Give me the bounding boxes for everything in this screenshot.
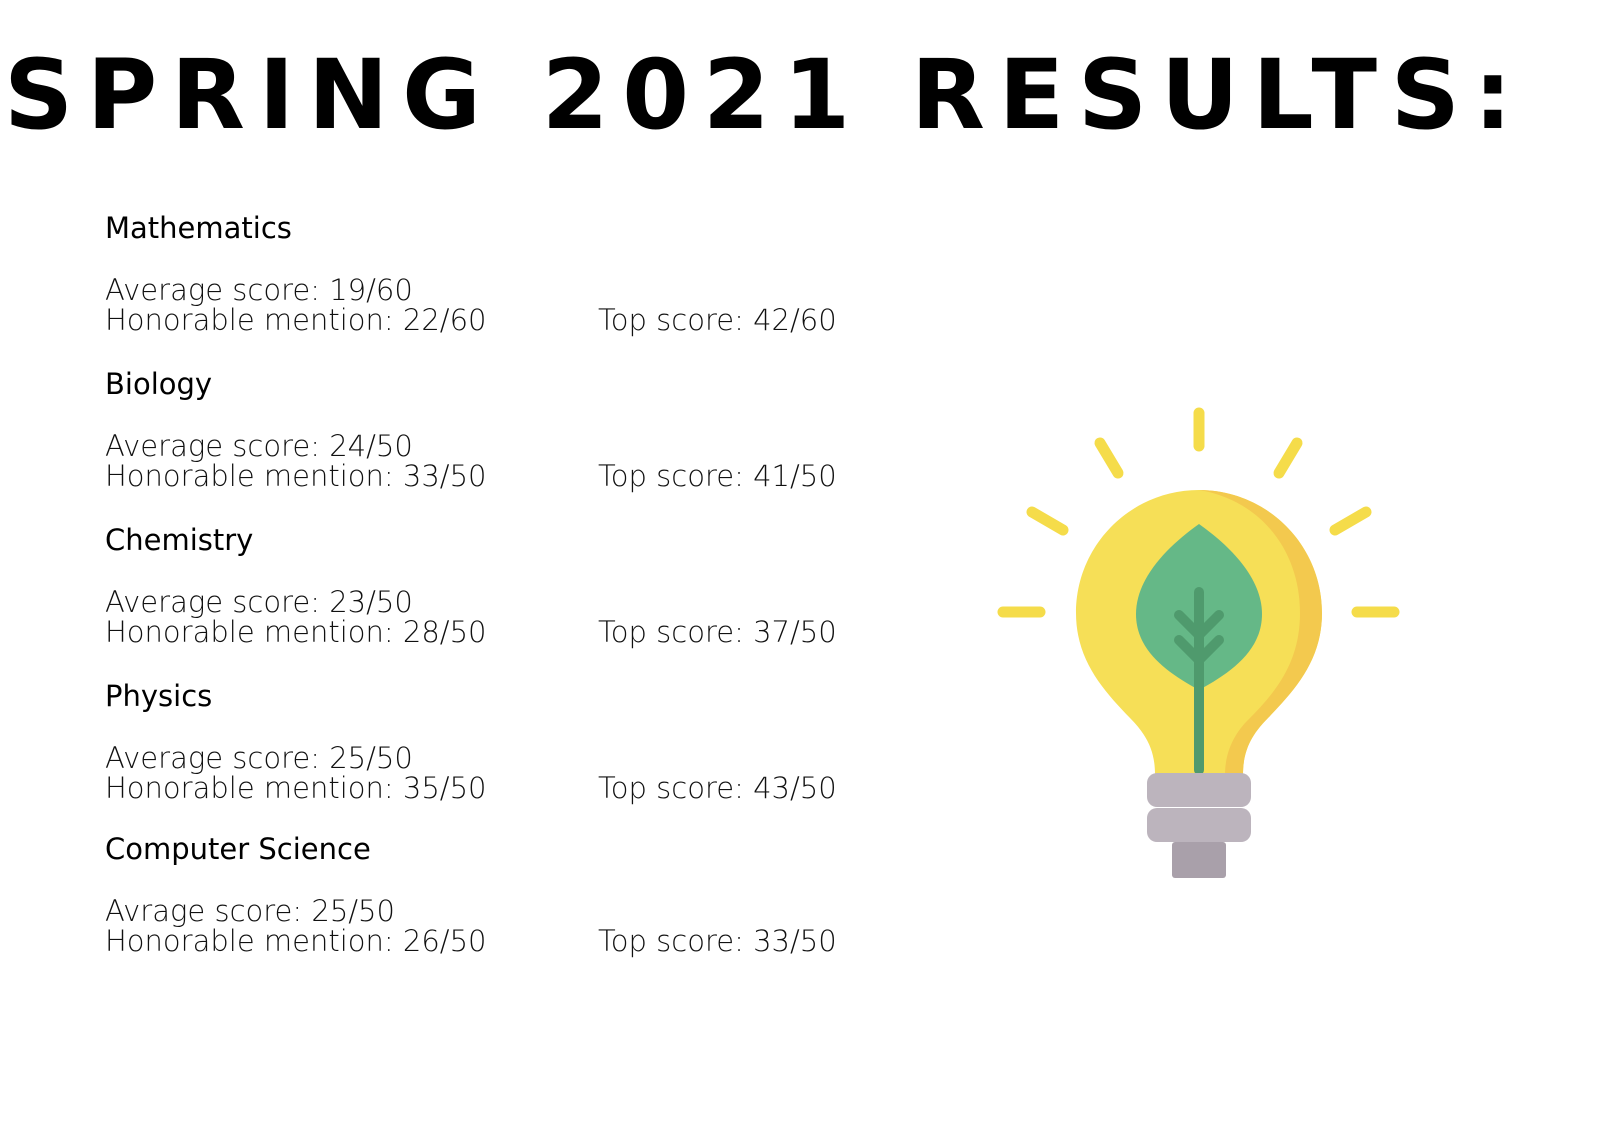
- honorable-mention: Honorable mention: 35/50: [105, 771, 486, 805]
- top-score: Top score: 43/50: [598, 771, 837, 805]
- honorable-mention: Honorable mention: 28/50: [105, 615, 486, 649]
- average-score: Average score: 25/50: [105, 741, 413, 775]
- top-score: Top score: 37/50: [598, 615, 837, 649]
- subject-heading: Biology: [105, 367, 212, 401]
- honorable-mention: Honorable mention: 26/50: [105, 924, 486, 958]
- lightbulb-icon: [997, 407, 1400, 878]
- honorable-mention: Honorable mention: 22/60: [105, 303, 486, 337]
- top-score: Top score: 33/50: [598, 924, 837, 958]
- average-score: Avrage score: 25/50: [105, 894, 395, 928]
- top-score: Top score: 42/60: [598, 303, 837, 337]
- honorable-mention: Honorable mention: 33/50: [105, 459, 486, 493]
- average-score: Average score: 23/50: [105, 585, 413, 619]
- top-score: Top score: 41/50: [598, 459, 837, 493]
- average-score: Average score: 19/60: [105, 273, 413, 307]
- subject-heading: Chemistry: [105, 523, 253, 557]
- title: SPRING 2021 RESULTS:: [4, 39, 1512, 151]
- average-score: Average score: 24/50: [105, 429, 413, 463]
- subject-heading: Physics: [105, 679, 212, 713]
- subject-heading: Computer Science: [105, 832, 371, 866]
- subject-heading: Mathematics: [105, 211, 292, 245]
